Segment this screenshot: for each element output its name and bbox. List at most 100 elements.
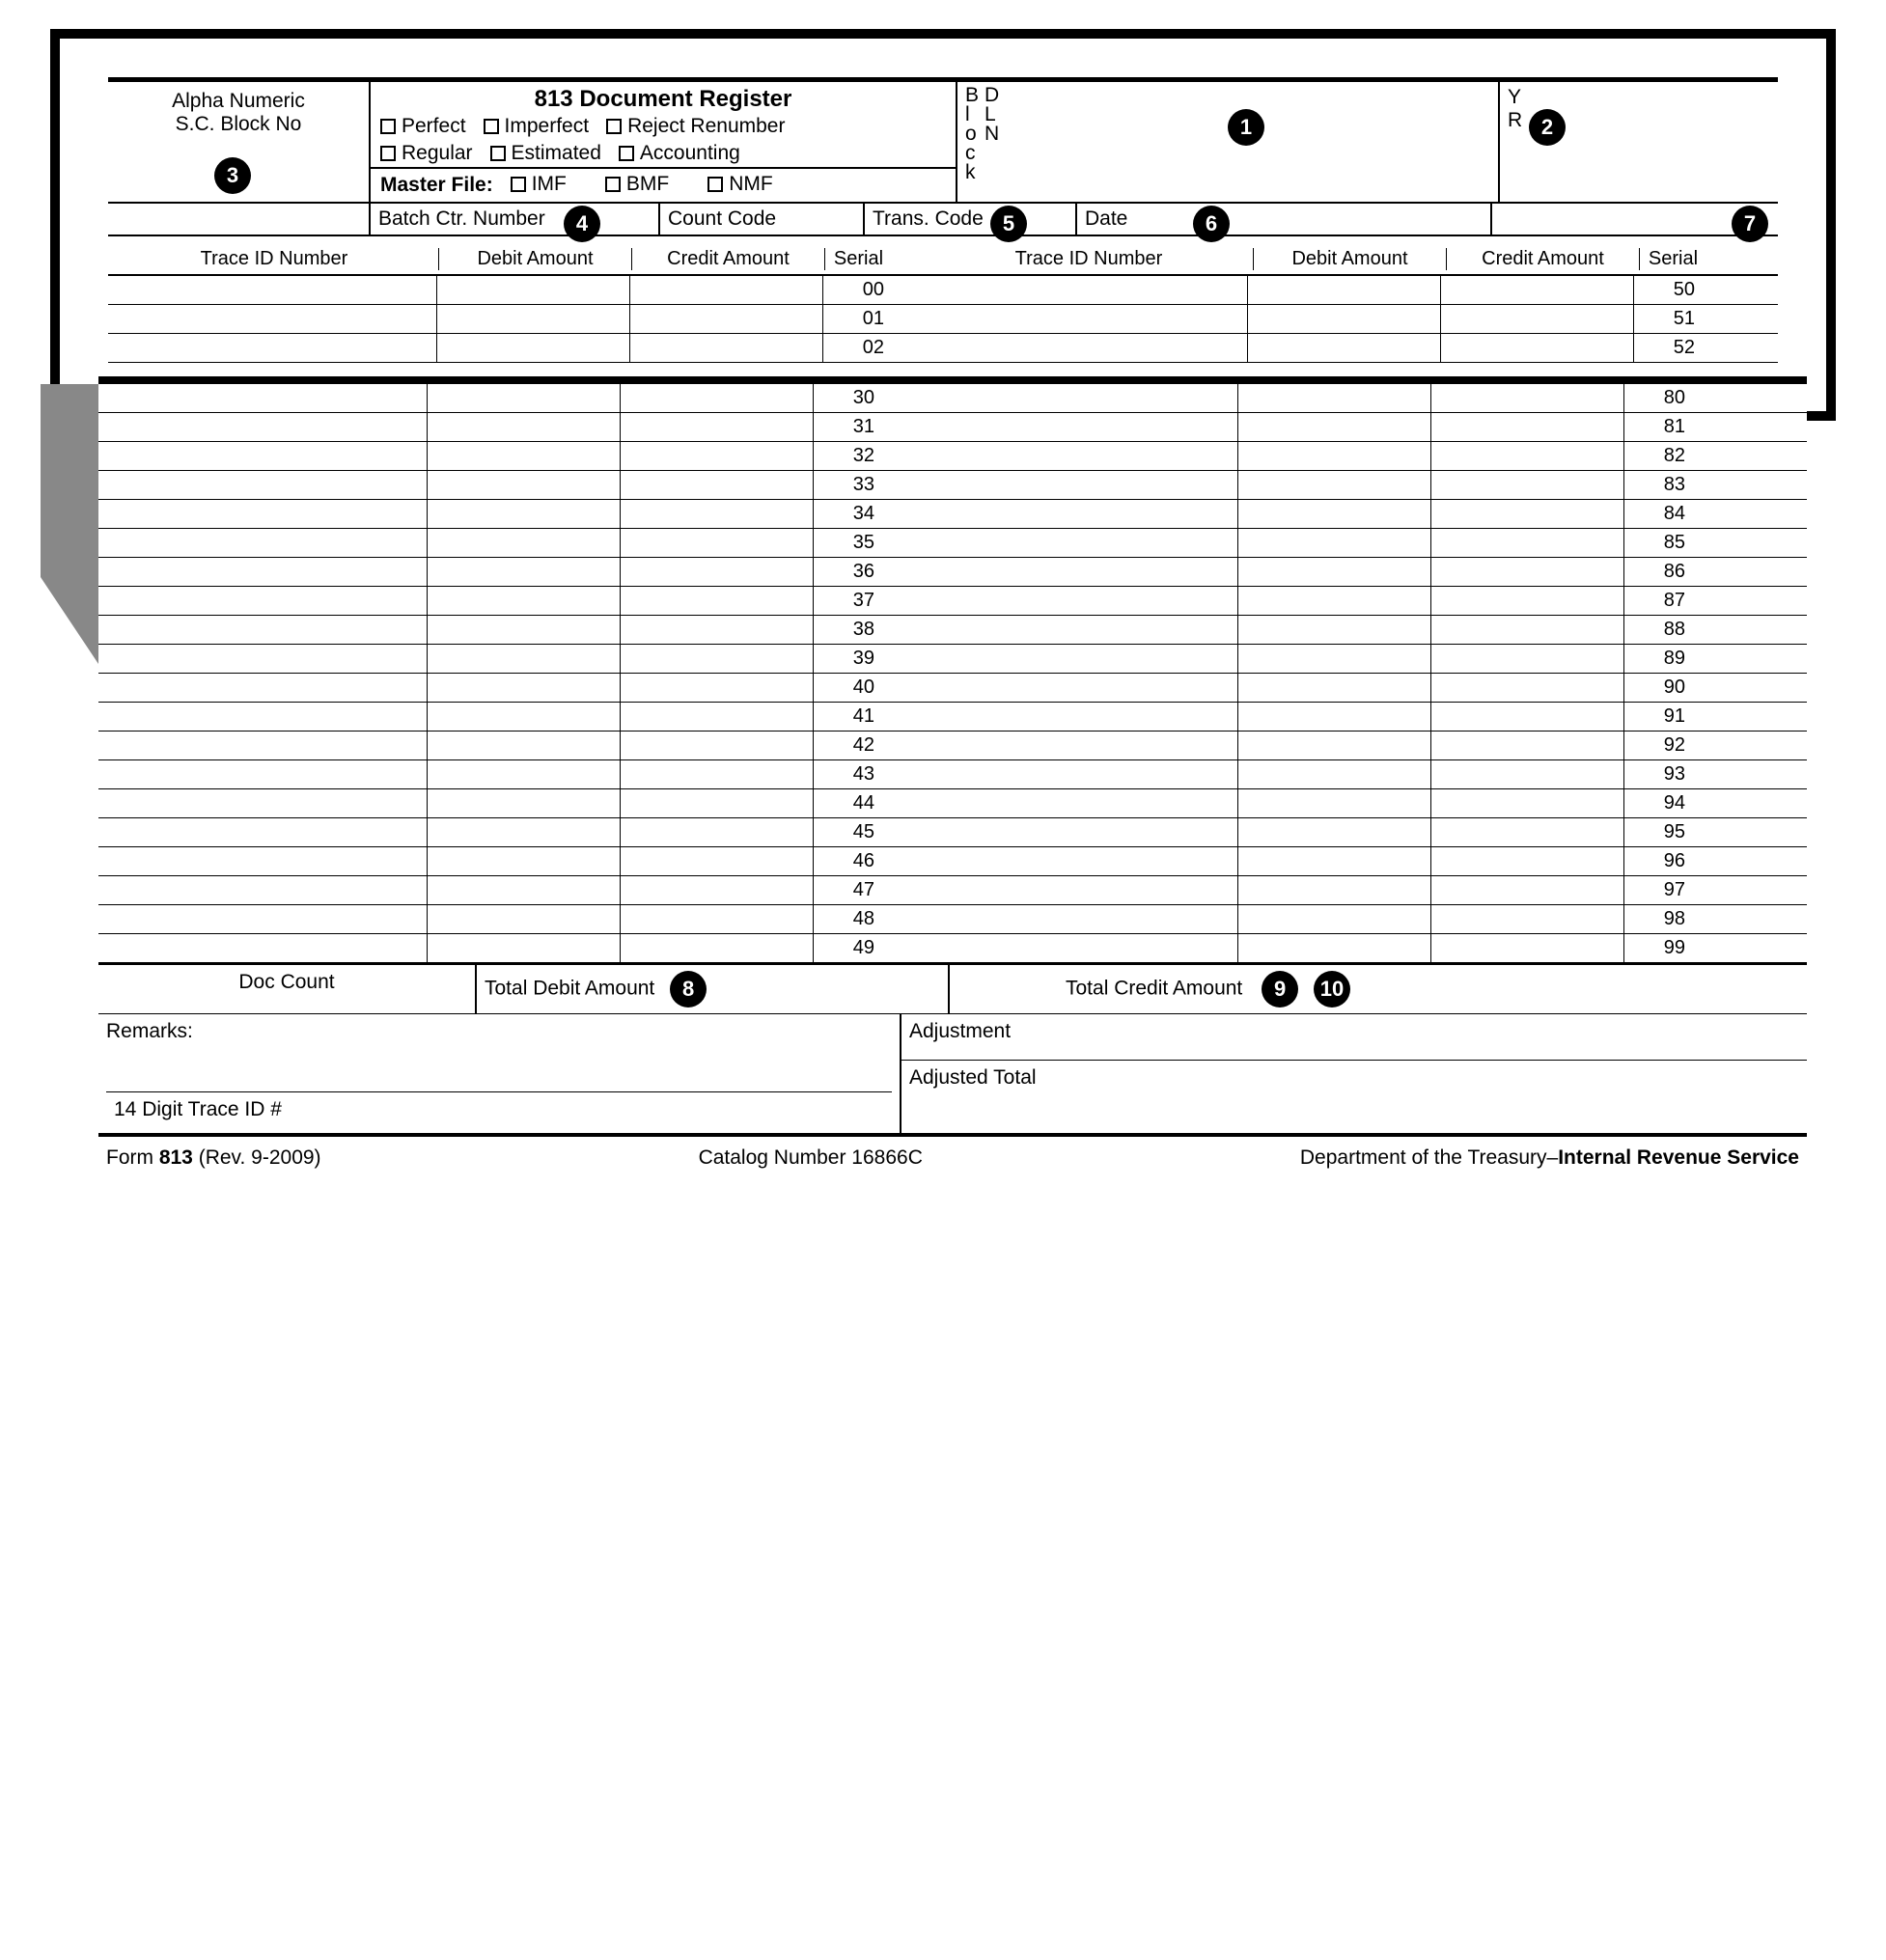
serial-cell: 50 bbox=[1633, 276, 1701, 304]
trace-14-label: 14 Digit Trace ID # bbox=[106, 1091, 892, 1127]
hdr-credit-r: Credit Amount bbox=[1446, 248, 1639, 270]
mf-option[interactable]: NMF bbox=[707, 173, 773, 196]
remarks-label: Remarks: bbox=[106, 1020, 892, 1043]
serial-cell: 86 bbox=[1623, 558, 1691, 586]
serial-cell: 41 bbox=[813, 703, 880, 731]
serial-cell: 44 bbox=[813, 789, 880, 817]
serial-cell: 90 bbox=[1623, 674, 1691, 702]
hdr-debit-l: Debit Amount bbox=[438, 248, 631, 270]
hdr-trace-r: Trace ID Number bbox=[925, 248, 1253, 270]
header-row-2: Batch Ctr. Number 4 Count Code Trans. Co… bbox=[108, 202, 1778, 236]
batch-ctr-label: Batch Ctr. Number bbox=[378, 207, 545, 230]
checkbox-icon bbox=[484, 119, 499, 134]
callout-3: 3 bbox=[214, 157, 251, 194]
table-row: 0252 bbox=[108, 334, 1778, 363]
remarks-left: Remarks: 14 Digit Trace ID # bbox=[98, 1014, 900, 1133]
serial-cell: 94 bbox=[1623, 789, 1691, 817]
serial-cell: 42 bbox=[813, 732, 880, 759]
mf-option[interactable]: IMF bbox=[511, 173, 567, 196]
table-row: 4797 bbox=[98, 876, 1807, 905]
serial-cell: 84 bbox=[1623, 500, 1691, 528]
total-credit-cell: Total Credit Amount 9 10 bbox=[948, 965, 1807, 1013]
serial-cell: 80 bbox=[1623, 384, 1691, 412]
doc-count-label: Doc Count bbox=[238, 971, 334, 993]
register-col: 813 Document Register PerfectImperfectRe… bbox=[369, 82, 957, 202]
serial-cell: 30 bbox=[813, 384, 880, 412]
dln-vertical: DLN bbox=[985, 86, 1002, 198]
serial-cell: 95 bbox=[1623, 818, 1691, 846]
hdr-debit-r: Debit Amount bbox=[1253, 248, 1446, 270]
serial-cell: 32 bbox=[813, 442, 880, 470]
checkbox-option[interactable]: Reject Renumber bbox=[606, 115, 785, 138]
serial-cell: 40 bbox=[813, 674, 880, 702]
table-row: 3787 bbox=[98, 587, 1807, 616]
serial-cell: 82 bbox=[1623, 442, 1691, 470]
table-row: 4696 bbox=[98, 847, 1807, 876]
checkbox-option[interactable]: Accounting bbox=[619, 142, 740, 165]
sc-block-col: Alpha Numeric S.C. Block No 3 bbox=[108, 82, 369, 202]
check-row-2: Regular Estimated Accounting bbox=[371, 140, 956, 167]
form-header: Alpha Numeric S.C. Block No 3 813 Docume… bbox=[108, 77, 1778, 202]
mf-option[interactable]: BMF bbox=[605, 173, 669, 196]
serial-cell: 35 bbox=[813, 529, 880, 557]
serial-cell: 36 bbox=[813, 558, 880, 586]
block-vertical: Block bbox=[965, 86, 983, 198]
remarks-row: Remarks: 14 Digit Trace ID # Adjustment … bbox=[98, 1014, 1807, 1133]
table-row: 43 93 bbox=[98, 760, 1807, 789]
trans-code-cell: Trans. Code 5 bbox=[863, 204, 1075, 235]
checkbox-icon bbox=[490, 146, 506, 161]
checkbox-option[interactable]: Imperfect bbox=[484, 115, 590, 138]
checkbox-icon bbox=[606, 119, 622, 134]
doc-count-cell: Doc Count bbox=[98, 965, 475, 1013]
table-row: 32 82 bbox=[98, 442, 1807, 471]
table-row: 36 86 bbox=[98, 558, 1807, 587]
checkbox-option[interactable]: Estimated bbox=[490, 142, 601, 165]
serial-cell: 38 bbox=[813, 616, 880, 644]
count-code-cell: Count Code bbox=[658, 204, 863, 235]
adjusted-total-label: Adjusted Total bbox=[901, 1061, 1807, 1107]
checkbox-icon bbox=[619, 146, 634, 161]
form-number: Form 813 (Rev. 9-2009) bbox=[106, 1146, 321, 1170]
table-row: 4999 bbox=[98, 934, 1807, 963]
table-row: 45 95 bbox=[98, 818, 1807, 847]
date-cell: Date 6 bbox=[1075, 204, 1490, 235]
r2-last-cell: 7 bbox=[1490, 204, 1778, 235]
sc-line1: Alpha Numeric bbox=[113, 90, 364, 113]
front-page-overlay: 3080318132823383348435853686378738883989… bbox=[98, 376, 1807, 1170]
grid-header: Trace ID Number Debit Amount Credit Amou… bbox=[108, 244, 1778, 276]
table-row: 41 91 bbox=[98, 703, 1807, 732]
serial-cell: 91 bbox=[1623, 703, 1691, 731]
callout-8: 8 bbox=[670, 971, 707, 1008]
checkbox-icon bbox=[511, 177, 526, 192]
checkbox-option[interactable]: Regular bbox=[380, 142, 473, 165]
batch-ctr-cell: Batch Ctr. Number 4 bbox=[369, 204, 658, 235]
master-file-row: Master File: IMFBMFNMF bbox=[371, 167, 956, 202]
table-row: 44 94 bbox=[98, 789, 1807, 818]
adjustment-label: Adjustment bbox=[901, 1014, 1807, 1061]
callout-7: 7 bbox=[1732, 206, 1768, 242]
form-title: 813 Document Register bbox=[371, 82, 956, 113]
hdr-serial-l: Serial bbox=[824, 248, 892, 270]
sc-line2: S.C. Block No bbox=[113, 113, 364, 136]
serial-cell: 43 bbox=[813, 760, 880, 788]
serial-cell: 34 bbox=[813, 500, 880, 528]
callout-5: 5 bbox=[990, 206, 1027, 242]
form-frame: Alpha Numeric S.C. Block No 3 813 Docume… bbox=[50, 29, 1836, 421]
serial-cell: 93 bbox=[1623, 760, 1691, 788]
table-row: 34 84 bbox=[98, 500, 1807, 529]
table-row: 4292 bbox=[98, 732, 1807, 760]
serial-cell: 85 bbox=[1623, 529, 1691, 557]
serial-cell: 31 bbox=[813, 413, 880, 441]
footer-row: Form 813 (Rev. 9-2009) Catalog Number 16… bbox=[98, 1133, 1807, 1170]
yr-y: Y bbox=[1508, 86, 1606, 109]
hdr-credit-l: Credit Amount bbox=[631, 248, 824, 270]
checkbox-option[interactable]: Perfect bbox=[380, 115, 466, 138]
department: Department of the Treasury–Internal Reve… bbox=[1300, 1146, 1799, 1170]
total-credit-label: Total Credit Amount bbox=[1066, 978, 1242, 1000]
callout-2: 2 bbox=[1529, 109, 1566, 146]
hdr-serial-r: Serial bbox=[1639, 248, 1706, 270]
serial-cell: 01 bbox=[822, 305, 890, 333]
table-row: 40 90 bbox=[98, 674, 1807, 703]
checkbox-icon bbox=[380, 146, 396, 161]
serial-cell: 45 bbox=[813, 818, 880, 846]
